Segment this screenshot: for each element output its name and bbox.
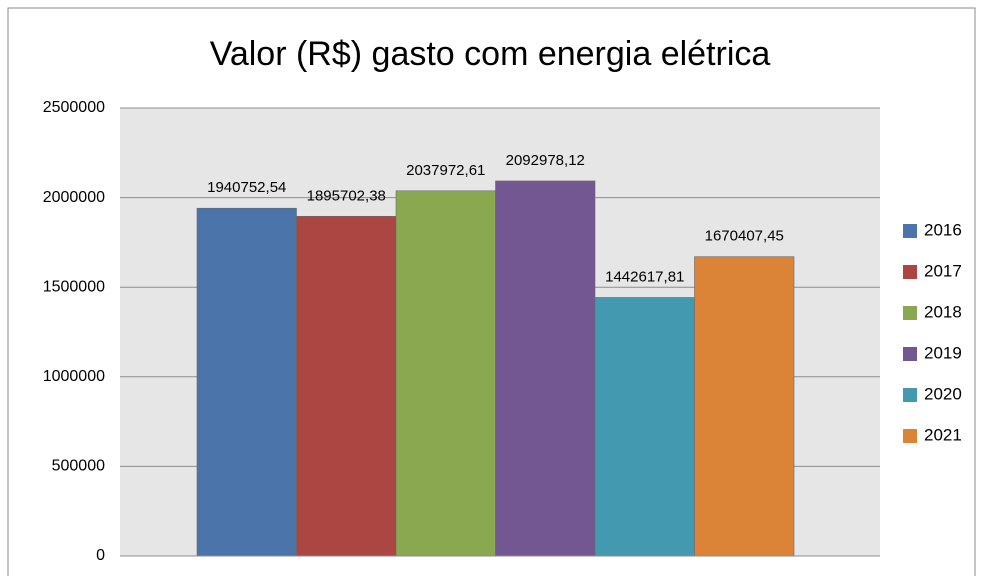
bar [196,207,297,557]
chart-title: Valor (R$) gasto com energia elétrica [210,35,771,73]
value-label: 2037972,61 [406,162,485,179]
legend-swatch [903,224,917,238]
bar [296,215,397,557]
legend-label: 2021 [924,425,962,444]
legend-label: 2019 [924,343,962,362]
y-tick-label: 0 [96,547,105,564]
value-label: 1670407,45 [705,228,784,245]
value-label: 1940752,54 [207,179,286,196]
legend-swatch [903,388,917,402]
y-tick-label: 1500000 [43,278,105,295]
legend-label: 2017 [924,261,962,280]
value-label: 1895702,38 [307,187,386,204]
bar [694,256,795,557]
value-label: 1442617,81 [605,268,684,285]
y-tick-label: 2500000 [43,99,105,116]
legend-swatch [903,306,917,320]
legend-label: 2020 [924,384,962,403]
y-tick-label: 1000000 [43,368,105,385]
bar [594,297,695,557]
legend-label: 2016 [924,220,962,239]
bar [395,190,496,557]
legend-swatch [903,265,917,279]
y-tick-label: 2000000 [43,189,105,206]
legend-swatch [903,347,917,361]
bar [495,180,596,557]
value-label: 2092978,12 [506,152,585,169]
legend-label: 2018 [924,302,962,321]
y-tick-label: 500000 [52,458,105,475]
legend-swatch [903,429,917,443]
